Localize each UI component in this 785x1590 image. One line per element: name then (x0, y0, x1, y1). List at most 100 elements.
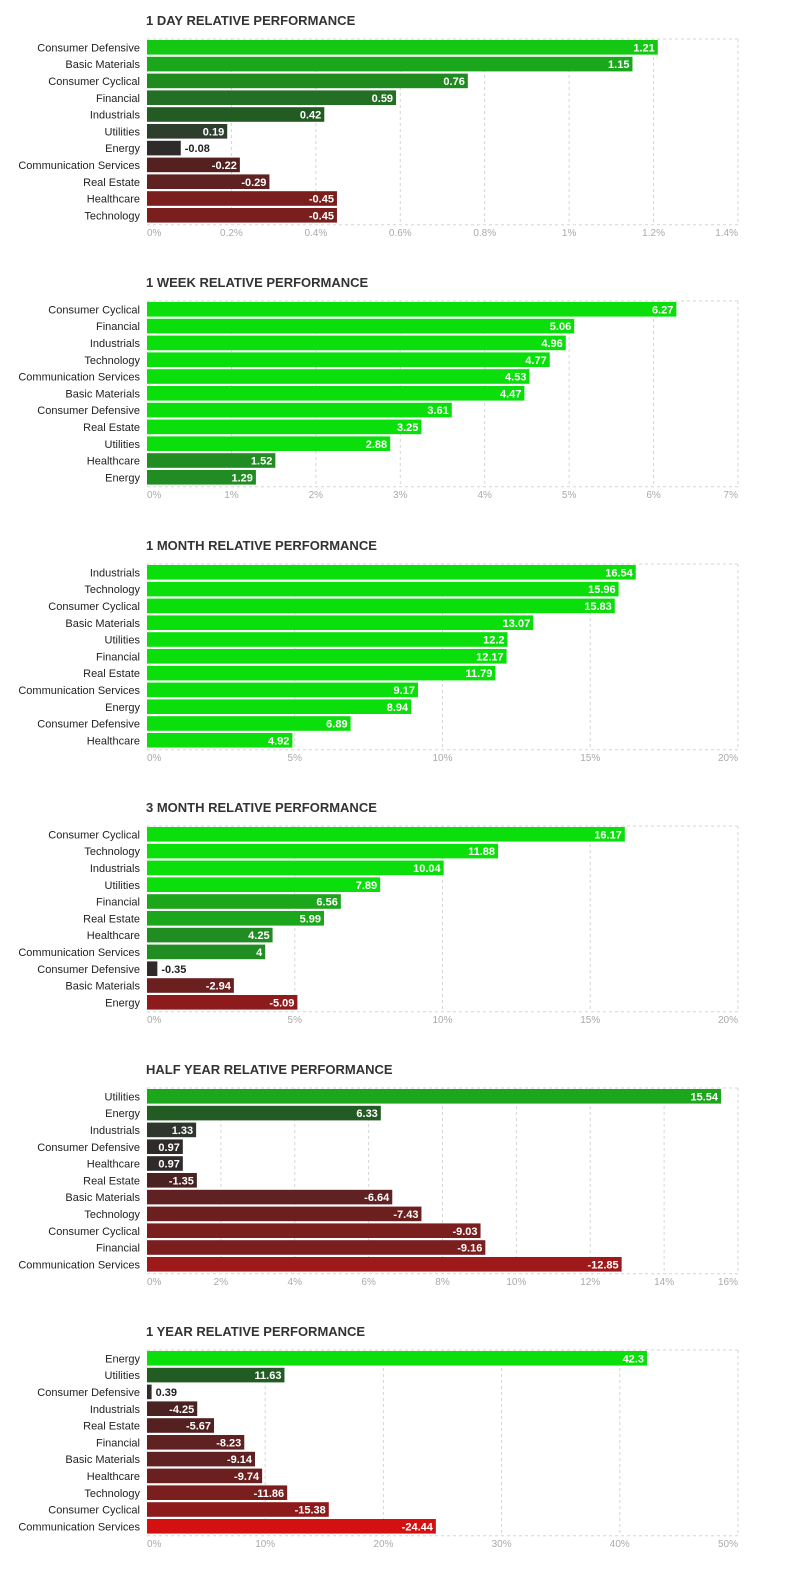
x-tick-label: 0.8% (473, 228, 496, 239)
bar (147, 1451, 256, 1467)
bar (147, 1240, 486, 1255)
category-label: Basic Materials (65, 1192, 140, 1204)
category-label: Consumer Defensive (37, 964, 140, 976)
bar (147, 1223, 481, 1238)
x-tick-label: 10% (506, 1277, 526, 1288)
value-label: 0.97 (158, 1142, 179, 1154)
category-label: Healthcare (87, 1471, 140, 1483)
bar (147, 995, 298, 1010)
category-label: Technology (84, 1209, 140, 1221)
x-tick-label: 0.4% (304, 228, 327, 239)
chart-title: 1 YEAR RELATIVE PERFORMANCE (146, 1324, 365, 1339)
bar (147, 56, 633, 72)
chart-3: 1 MONTH RELATIVE PERFORMANCE 0% 5% 10% 15% 20… (18, 538, 739, 764)
x-tick-label: 0% (147, 228, 162, 239)
category-label: Consumer Cyclical (48, 304, 140, 316)
value-label: -0.45 (309, 210, 334, 222)
bar (147, 436, 391, 451)
bar (147, 632, 508, 647)
value-label: -15.38 (295, 1505, 326, 1517)
category-label: Communication Services (18, 685, 140, 697)
bar (147, 944, 266, 960)
chart-title: 1 DAY RELATIVE PERFORMANCE (146, 13, 356, 28)
x-tick-label: 0% (147, 1015, 162, 1026)
value-label: 1.52 (251, 456, 272, 468)
category-label: Utilities (105, 635, 141, 647)
bar (147, 140, 181, 156)
bar (147, 1122, 197, 1138)
bar (147, 1401, 198, 1416)
x-tick-label: 30% (492, 1539, 512, 1550)
x-tick-label: 6% (361, 1277, 376, 1288)
x-tick-label: 2% (309, 490, 324, 501)
value-label: 0.59 (372, 93, 393, 105)
bar (147, 1139, 183, 1154)
bar (147, 843, 499, 859)
category-label: Basic Materials (65, 981, 140, 993)
bar (147, 716, 351, 731)
value-label: -0.29 (241, 177, 266, 189)
value-label: 1.33 (172, 1125, 193, 1137)
x-tick-label: 10% (432, 1015, 452, 1026)
value-label: -6.64 (364, 1192, 390, 1204)
category-label: Consumer Cyclical (48, 76, 140, 88)
value-label: 4.77 (525, 355, 546, 367)
bar (147, 174, 270, 189)
value-label: 4.47 (500, 388, 521, 400)
bar (147, 191, 337, 206)
category-label: Technology (84, 355, 140, 367)
chart-4: 3 MONTH RELATIVE PERFORMANCE 0% 5% 10% 15% 20… (18, 800, 739, 1026)
bar (147, 565, 636, 580)
bar (147, 1519, 436, 1534)
x-tick-label: 1.2% (642, 228, 665, 239)
bar (147, 860, 444, 876)
category-label: Communication Services (18, 1521, 140, 1533)
bar (147, 682, 418, 698)
bar (147, 699, 412, 714)
bar (147, 419, 422, 435)
category-label: Consumer Defensive (37, 719, 140, 731)
value-label: 15.96 (588, 584, 616, 596)
x-tick-label: 5% (562, 490, 577, 501)
x-tick-label: 6% (646, 490, 661, 501)
category-label: Consumer Defensive (37, 1387, 140, 1399)
bar (147, 911, 325, 926)
category-label: Real Estate (83, 1175, 140, 1187)
value-label: 4.92 (268, 735, 289, 747)
category-label: Consumer Cyclical (48, 829, 140, 841)
value-label: 0.97 (158, 1159, 179, 1171)
x-tick-label: 0.6% (389, 228, 412, 239)
bar (147, 124, 228, 139)
category-label: Energy (105, 1108, 140, 1120)
chart-title: HALF YEAR RELATIVE PERFORMANCE (146, 1062, 393, 1077)
value-label: -1.35 (169, 1175, 194, 1187)
value-label: 15.54 (690, 1091, 718, 1103)
bar (147, 1089, 722, 1104)
category-label: Financial (96, 651, 140, 663)
x-tick-label: 0% (147, 1539, 162, 1550)
value-label: 6.89 (326, 719, 347, 731)
category-label: Communication Services (18, 160, 140, 172)
category-label: Technology (84, 584, 140, 596)
value-label: 0.39 (156, 1387, 177, 1399)
category-label: Real Estate (83, 913, 140, 925)
category-label: Energy (105, 472, 140, 484)
value-label: -9.74 (234, 1471, 260, 1483)
value-label: 16.54 (605, 567, 633, 579)
bar (147, 352, 550, 367)
category-label: Industrials (90, 1404, 141, 1416)
x-tick-label: 10% (432, 753, 452, 764)
category-label: Consumer Cyclical (48, 601, 140, 613)
value-label: 16.17 (594, 829, 622, 841)
category-label: Utilities (105, 1370, 141, 1382)
category-label: Industrials (90, 1125, 141, 1137)
bar (147, 107, 325, 122)
value-label: 4.53 (505, 372, 526, 384)
x-tick-label: 1% (224, 490, 239, 501)
value-label: 0.42 (300, 110, 321, 122)
x-tick-label: 15% (580, 753, 600, 764)
category-label: Healthcare (87, 194, 140, 206)
value-label: 12.17 (476, 651, 504, 663)
bar (147, 1367, 285, 1383)
bar (147, 649, 507, 664)
